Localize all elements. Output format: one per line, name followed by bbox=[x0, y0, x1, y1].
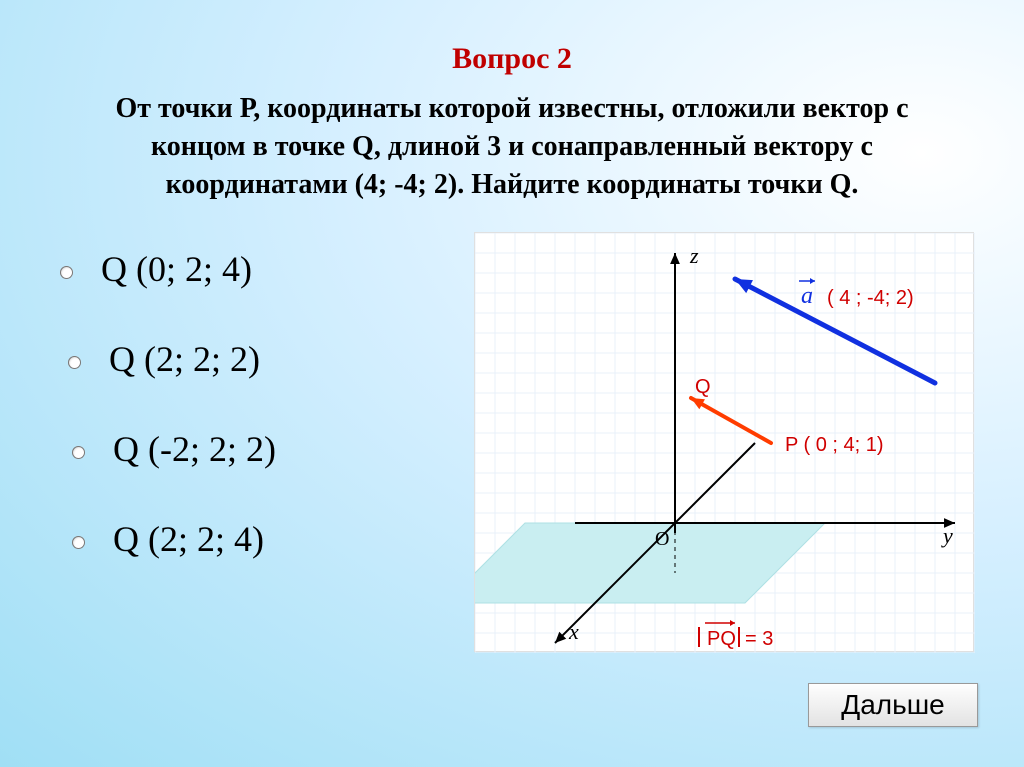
svg-text:( 4 ; -4; 2): ( 4 ; -4; 2) bbox=[827, 287, 914, 309]
next-button[interactable]: Дальше bbox=[808, 683, 978, 727]
option-1-label: Q (0; 2; 4) bbox=[101, 248, 252, 290]
coordinate-diagram: z y x Oa ( 4 ; -4; 2) Q P ( 0 ; 4; 1) PQ = 3 bbox=[474, 232, 974, 652]
svg-text:y: y bbox=[941, 523, 953, 548]
question-line-2: концом в точке Q, длиной 3 и сонаправлен… bbox=[151, 131, 873, 162]
option-4[interactable]: Q (2; 2; 4) bbox=[60, 518, 276, 560]
svg-text:PQ: PQ bbox=[707, 628, 736, 650]
option-3-label: Q (-2; 2; 2) bbox=[113, 428, 276, 470]
svg-text:Q: Q bbox=[695, 376, 711, 398]
question-text: От точки Р, координаты которой известны,… bbox=[0, 76, 1024, 203]
svg-text:P ( 0 ; 4; 1): P ( 0 ; 4; 1) bbox=[785, 434, 884, 456]
svg-text:= 3: = 3 bbox=[745, 628, 773, 650]
radio-icon[interactable] bbox=[72, 536, 85, 549]
option-1[interactable]: Q (0; 2; 4) bbox=[60, 248, 276, 290]
option-2[interactable]: Q (2; 2; 2) bbox=[60, 338, 276, 380]
option-3[interactable]: Q (-2; 2; 2) bbox=[60, 428, 276, 470]
svg-text:a: a bbox=[801, 283, 813, 309]
question-title: Вопрос 2 bbox=[0, 0, 1024, 76]
option-4-label: Q (2; 2; 4) bbox=[113, 518, 264, 560]
radio-icon[interactable] bbox=[72, 446, 85, 459]
question-line-1: От точки Р, координаты которой известны,… bbox=[115, 93, 908, 124]
svg-text:O: O bbox=[655, 528, 669, 550]
svg-text:x: x bbox=[568, 619, 579, 644]
radio-icon[interactable] bbox=[68, 356, 81, 369]
question-line-3: координатами (4; -4; 2). Найдите координ… bbox=[166, 169, 859, 200]
svg-text:z: z bbox=[689, 243, 699, 268]
option-2-label: Q (2; 2; 2) bbox=[109, 338, 260, 380]
options-group: Q (0; 2; 4) Q (2; 2; 2) Q (-2; 2; 2) Q (… bbox=[60, 248, 276, 608]
radio-icon[interactable] bbox=[60, 266, 73, 279]
